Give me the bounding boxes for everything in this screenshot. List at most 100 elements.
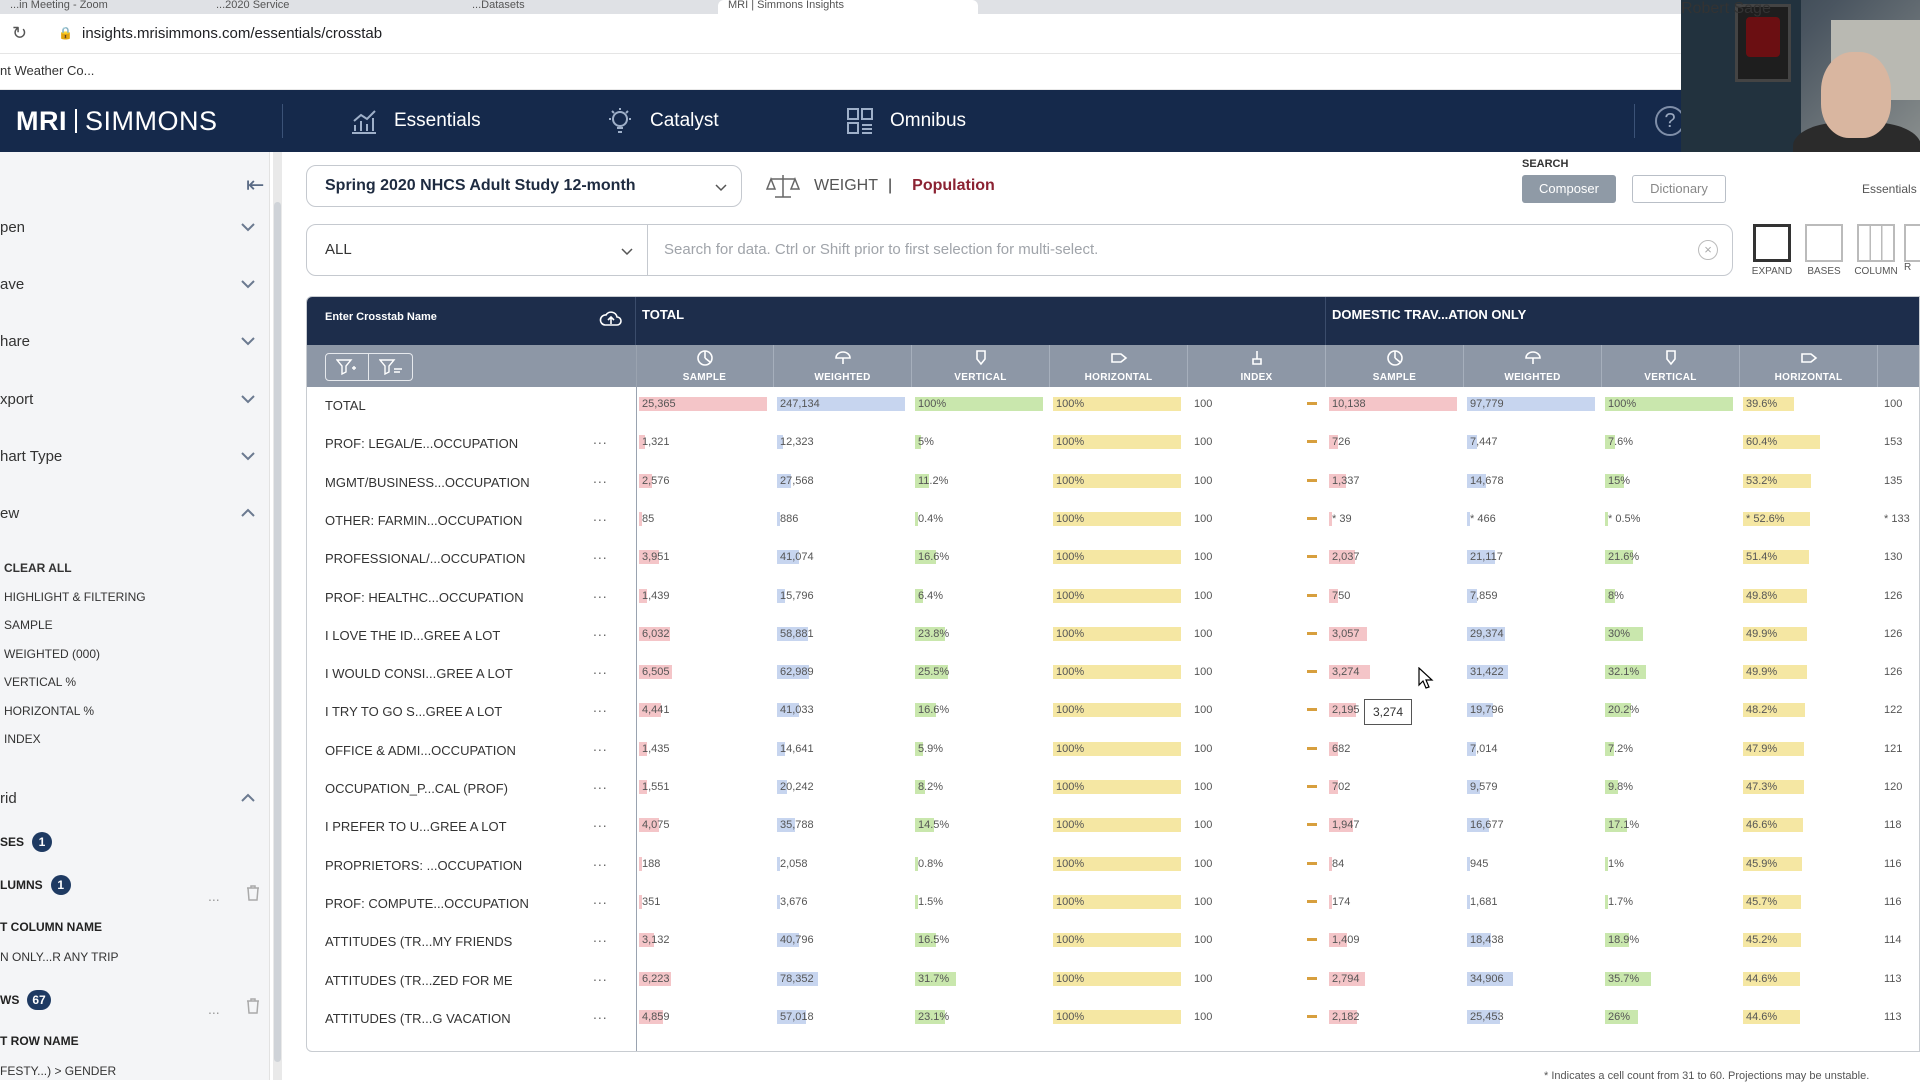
trash-icon[interactable] [246, 998, 260, 1014]
browser-tab-active[interactable]: MRI | Simmons Insights [718, 0, 978, 14]
sample-cell[interactable]: 1,321 [636, 430, 770, 458]
horizontal-cell[interactable]: 45.7% [1740, 890, 1874, 918]
vertical-cell[interactable]: 35.7% [1602, 967, 1736, 995]
index-cell[interactable]: 121 [1878, 737, 1919, 765]
index-cell[interactable]: 113 [1878, 1005, 1919, 1033]
sample-cell[interactable]: 85 [636, 507, 770, 535]
index-cell[interactable]: 100 [1188, 392, 1322, 420]
vertical-cell[interactable]: 5% [912, 430, 1046, 458]
index-cell[interactable]: 100 [1878, 392, 1919, 420]
weighted-cell[interactable]: * 466 [1464, 507, 1598, 535]
table-row[interactable]: PROPRIETORS: ...OCCUPATION... 188 2,058 0.8… [307, 847, 1919, 885]
horizontal-cell[interactable]: 100% [1050, 1005, 1184, 1033]
index-cell[interactable]: 100 [1188, 852, 1322, 880]
sample-cell[interactable]: 351 [636, 890, 770, 918]
index-cell[interactable]: 118 [1878, 813, 1919, 841]
trash-icon[interactable] [246, 885, 260, 901]
weighted-cell[interactable]: 14,678 [1464, 469, 1598, 497]
sample-cell[interactable]: 3,057 [1326, 622, 1460, 650]
horizontal-cell[interactable]: 49.9% [1740, 622, 1874, 650]
index-cell[interactable]: 100 [1188, 1005, 1322, 1033]
bookmark-item[interactable]: nt Weather Co... [0, 63, 95, 78]
horizontal-cell[interactable]: 47.9% [1740, 737, 1874, 765]
search-input[interactable]: Search for data. Ctrl or Shift prior to … [647, 224, 1733, 276]
index-cell[interactable]: 100 [1188, 507, 1322, 535]
row-options-icon[interactable]: ... [593, 507, 608, 524]
sample-cell[interactable]: 2,037 [1326, 545, 1460, 573]
lock-icon[interactable]: 🔒 [58, 26, 73, 40]
horizontal-cell[interactable]: 47.3% [1740, 775, 1874, 803]
row-options-icon[interactable]: ... [593, 776, 608, 792]
index-cell[interactable]: 122 [1878, 698, 1919, 726]
row-label[interactable]: I TRY TO GO S...GREE A LOT [325, 704, 503, 720]
vertical-cell[interactable]: 0.8% [912, 852, 1046, 880]
horizontal-cell[interactable]: 100% [1050, 430, 1184, 458]
row-label[interactable]: PROF: HEALTHC...OCCUPATION [325, 589, 524, 605]
sample-cell[interactable]: 1,435 [636, 737, 770, 765]
table-row[interactable]: OFFICE & ADMI...OCCUPATION... 1,435 14,641… [307, 732, 1919, 770]
vertical-cell[interactable]: 5.9% [912, 737, 1046, 765]
row-label[interactable]: PROF: COMPUTE...OCCUPATION [325, 895, 529, 911]
table-row[interactable]: I PREFER TO U...GREE A LOT... 4,075 35,788… [307, 808, 1919, 846]
weighted-cell[interactable]: 78,352 [774, 967, 908, 995]
row-label[interactable]: I WOULD CONSI...GREE A LOT [325, 666, 513, 682]
sample-cell[interactable]: 2,182 [1326, 1005, 1460, 1033]
column-name-item[interactable]: N ONLY...R ANY TRIP [0, 950, 119, 964]
weighted-cell[interactable]: 19,796 [1464, 698, 1598, 726]
browser-tab[interactable]: ...Datasets [472, 0, 525, 11]
vertical-cell[interactable]: 7.2% [1602, 737, 1736, 765]
sample-cell[interactable]: 1,337 [1326, 469, 1460, 497]
metric-header-horizontal[interactable]: HORIZONTAL [1050, 345, 1188, 387]
table-row[interactable]: I WOULD CONSI...GREE A LOT... 6,505 62,989… [307, 655, 1919, 693]
weighted-cell[interactable]: 41,033 [774, 698, 908, 726]
row-options-icon[interactable]: ... [593, 737, 608, 754]
row-options-icon[interactable]: ... [593, 469, 608, 486]
weighted-cell[interactable]: 58,881 [774, 622, 908, 650]
row-label[interactable]: I PREFER TO U...GREE A LOT [325, 819, 507, 835]
sidebar-section-view[interactable]: ew [0, 505, 262, 522]
bases-view-button[interactable]: BASES [1800, 224, 1848, 277]
weighted-cell[interactable]: 15,796 [774, 584, 908, 612]
sidebar-section-chart-type[interactable]: hart Type [0, 448, 262, 465]
index-cell[interactable]: 130 [1878, 545, 1919, 573]
vertical-cell[interactable]: 100% [912, 392, 1046, 420]
horizontal-cell[interactable]: 49.8% [1740, 584, 1874, 612]
nav-omnibus[interactable]: Omnibus [846, 105, 966, 137]
vertical-cell[interactable]: 32.1% [1602, 660, 1736, 688]
table-row[interactable]: ATTITUDES (TR...G VACATION... 4,859 57,018… [307, 1000, 1919, 1038]
cloud-upload-icon[interactable] [599, 307, 623, 331]
weighted-cell[interactable]: 945 [1464, 852, 1598, 880]
filter-button[interactable] [325, 353, 369, 381]
table-row[interactable]: I TRY TO GO S...GREE A LOT... 4,441 41,033… [307, 693, 1919, 731]
vertical-cell[interactable]: 14.5% [912, 813, 1046, 841]
horizontal-cell[interactable]: 100% [1050, 545, 1184, 573]
row-label[interactable]: PROFESSIONAL/...OCCUPATION [325, 551, 526, 567]
clear-filter-button[interactable] [369, 353, 413, 381]
url-text[interactable]: insights.mrisimmons.com/essentials/cross… [82, 25, 383, 42]
horizontal-cell[interactable]: 100% [1050, 928, 1184, 956]
vertical-cell[interactable]: 16.5% [912, 928, 1046, 956]
sample-cell[interactable]: 1,947 [1326, 813, 1460, 841]
horizontal-cell[interactable]: 44.6% [1740, 1005, 1874, 1033]
table-row[interactable]: OTHER: FARMIN...OCCUPATION... 85 886 0.4% 10… [307, 502, 1919, 540]
horizontal-cell[interactable]: 45.9% [1740, 852, 1874, 880]
weighted-cell[interactable]: 886 [774, 507, 908, 535]
weighted-cell[interactable]: 7,859 [1464, 584, 1598, 612]
view-option[interactable]: INDEX [4, 732, 41, 746]
vertical-cell[interactable]: 30% [1602, 622, 1736, 650]
table-row[interactable]: TOTAL 25,365 247,134 100% 100% 100 10,138 97,77… [307, 387, 1919, 425]
vertical-cell[interactable]: 6.4% [912, 584, 1046, 612]
weighted-cell[interactable]: 9,579 [1464, 775, 1598, 803]
browser-tab[interactable]: ...2020 Service [216, 0, 290, 11]
table-row[interactable]: OCCUPATION_P...CAL (PROF)... 1,551 20,242 8… [307, 770, 1919, 808]
sample-cell[interactable]: 702 [1326, 775, 1460, 803]
category-filter-select[interactable]: ALL [306, 224, 648, 276]
weighted-cell[interactable]: 20,242 [774, 775, 908, 803]
index-cell[interactable]: 126 [1878, 622, 1919, 650]
vertical-cell[interactable]: 23.8% [912, 622, 1046, 650]
column-group-total[interactable]: TOTAL [636, 297, 1326, 345]
metric-header-vertical[interactable]: VERTICAL [912, 345, 1050, 387]
metric-header-index[interactable]: INDEX [1188, 345, 1326, 387]
index-cell[interactable]: 116 [1878, 890, 1919, 918]
index-cell[interactable]: 114 [1878, 928, 1919, 956]
